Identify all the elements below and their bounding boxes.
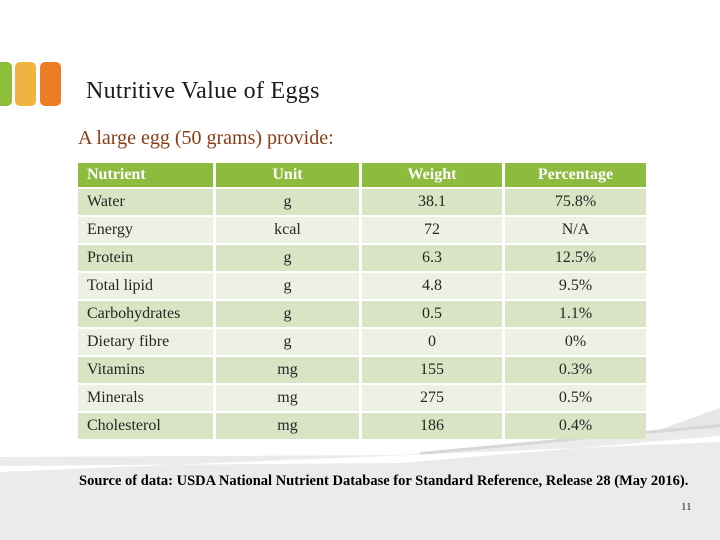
table-cell: Water [78,189,213,215]
table-cell: Carbohydrates [78,301,213,327]
table-cell: mg [216,357,359,383]
table-row: Energy kcal 72 N/A [78,217,646,243]
table-cell: 4.8 [362,273,502,299]
slide-subtitle: A large egg (50 grams) provide: [78,127,334,149]
table-cell: g [216,301,359,327]
table-header-row: Nutrient Unit Weight Percentage [78,163,646,187]
source-note: Source of data: USDA National Nutrient D… [79,473,689,489]
table-cell: 72 [362,217,502,243]
table-cell: N/A [505,217,646,243]
table-cell: Protein [78,245,213,271]
table-row: Carbohydrates g 0.5 1.1% [78,301,646,327]
table-cell: g [216,189,359,215]
accent-square-orange-icon [40,62,61,106]
table-cell: mg [216,385,359,411]
column-header-percentage: Percentage [505,163,646,187]
column-header-nutrient: Nutrient [78,163,213,187]
table-cell: 275 [362,385,502,411]
table-cell: Total lipid [78,273,213,299]
table-row: Vitamins mg 155 0.3% [78,357,646,383]
table-cell: g [216,329,359,355]
table-cell: g [216,273,359,299]
nutrition-table: Nutrient Unit Weight Percentage Water g 38… [75,161,649,441]
table-cell: Vitamins [78,357,213,383]
page-number: 11 [681,501,692,513]
table-cell: 0.5% [505,385,646,411]
table-cell: mg [216,413,359,439]
table-cell: 0% [505,329,646,355]
column-header-unit: Unit [216,163,359,187]
table-cell: kcal [216,217,359,243]
table-cell: Cholesterol [78,413,213,439]
slide-title: Nutritive Value of Eggs [86,78,320,104]
table-cell: Dietary fibre [78,329,213,355]
table-cell: 0.5 [362,301,502,327]
table-cell: Energy [78,217,213,243]
table-row: Water g 38.1 75.8% [78,189,646,215]
table-cell: 155 [362,357,502,383]
table-cell: 6.3 [362,245,502,271]
table-cell: 75.8% [505,189,646,215]
table-cell: 0.4% [505,413,646,439]
column-header-weight: Weight [362,163,502,187]
table-row: Protein g 6.3 12.5% [78,245,646,271]
table-cell: 0.3% [505,357,646,383]
table-cell: 38.1 [362,189,502,215]
table-cell: 186 [362,413,502,439]
table-cell: Minerals [78,385,213,411]
table-cell: 12.5% [505,245,646,271]
accent-square-yellow-icon [15,62,36,106]
table-cell: g [216,245,359,271]
table-row: Cholesterol mg 186 0.4% [78,413,646,439]
table-cell: 9.5% [505,273,646,299]
table-cell: 1.1% [505,301,646,327]
accent-square-green-icon [0,62,12,106]
table-row: Dietary fibre g 0 0% [78,329,646,355]
table-row: Total lipid g 4.8 9.5% [78,273,646,299]
table-cell: 0 [362,329,502,355]
table-row: Minerals mg 275 0.5% [78,385,646,411]
